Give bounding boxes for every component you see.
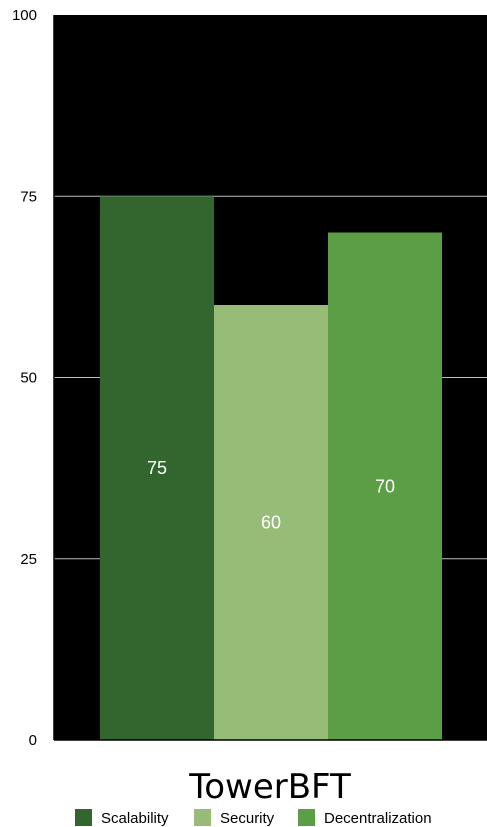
legend-label: Security [220,810,275,827]
bar-value-label: 70 [375,476,395,496]
bar-security [214,305,328,740]
legend-swatch [75,809,92,826]
y-tick-label: 100 [12,7,37,24]
y-tick-label: 25 [20,551,37,568]
y-tick-label: 50 [20,370,37,387]
legend-label: Scalability [101,810,169,827]
legend-swatch [298,809,315,826]
bar-value-label: 60 [261,513,281,533]
legend-swatch [194,809,211,826]
y-axis-ticks: 0 25 50 75 100 [12,7,37,749]
bar-value-label: 75 [147,458,167,478]
legend-label: Decentralization [324,810,432,827]
bar-labels: 75 60 70 [147,458,395,532]
y-tick-label: 0 [29,732,37,749]
y-tick-label: 75 [20,188,37,205]
chart-title: TowerBFT [188,767,351,807]
bar-scalability [100,196,214,740]
legend: Scalability Security Decentralization [75,809,432,827]
bar-decentralization [328,232,442,740]
bars [100,196,442,740]
